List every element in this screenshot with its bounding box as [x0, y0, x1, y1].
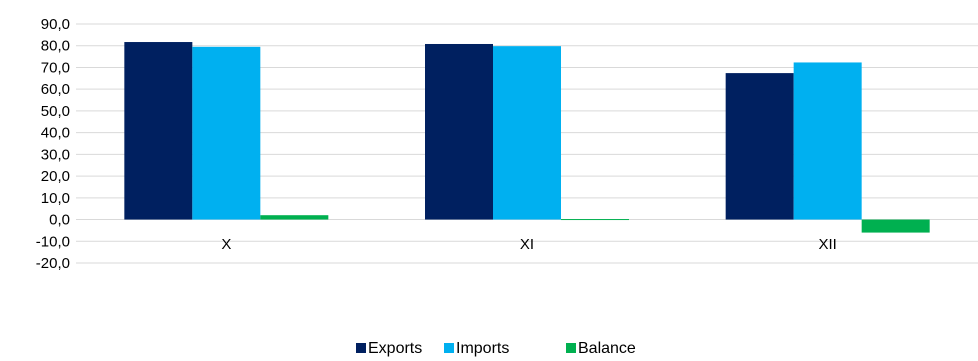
bar-exports-xii: [725, 73, 794, 220]
y-tick-label: 10,0: [41, 190, 70, 207]
legend-swatch-imports: [444, 343, 454, 353]
y-tick-label: 90,0: [41, 16, 70, 33]
legend-swatch-exports: [356, 343, 366, 353]
legend-label-exports: Exports: [368, 340, 422, 357]
y-tick-label: 60,0: [41, 81, 70, 98]
y-tick-label: 50,0: [41, 103, 70, 120]
y-axis-ticks: 90,0 80,0 70,0 60,0 50,0 40,0 30,0 20,0 10,0 0,0 -…: [36, 16, 70, 272]
bar-exports-x: [124, 42, 193, 220]
x-axis-labels: X XI XII: [221, 236, 837, 253]
bars: [124, 42, 930, 233]
bar-imports-xii: [793, 62, 862, 220]
x-category-label: XII: [818, 236, 836, 253]
y-tick-label: -20,0: [36, 255, 70, 272]
y-tick-label: 30,0: [41, 146, 70, 163]
bar-exports-xi: [425, 43, 493, 220]
bar-imports-x: [192, 46, 261, 220]
y-tick-label: -10,0: [36, 233, 70, 250]
legend-label-imports: Imports: [456, 340, 509, 357]
legend-swatch-balance: [566, 343, 576, 353]
legend: Exports Imports Balance: [356, 340, 636, 357]
y-tick-label: 80,0: [41, 38, 70, 55]
bar-balance-x: [260, 215, 329, 220]
y-tick-label: 20,0: [41, 168, 70, 185]
bar-balance-xii: [861, 219, 930, 233]
bar-imports-xi: [493, 46, 561, 220]
x-category-label: X: [221, 236, 231, 253]
y-tick-label: 40,0: [41, 125, 70, 142]
bar-balance-xi: [561, 219, 629, 221]
legend-label-balance: Balance: [578, 340, 636, 357]
y-tick-label: 70,0: [41, 59, 70, 76]
y-tick-label: 0,0: [49, 212, 70, 229]
x-category-label: XI: [520, 236, 534, 253]
